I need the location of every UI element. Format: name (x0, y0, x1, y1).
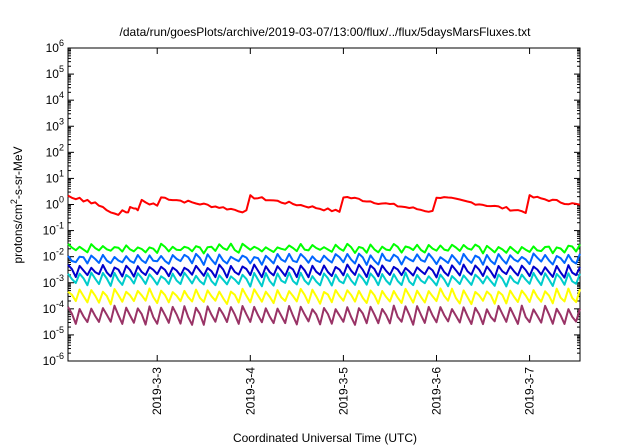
x-axis-label: Coordinated Universal Time (UTC) (233, 431, 417, 445)
series-line-red (67, 194, 581, 216)
y-tick-exp: 3 (59, 116, 64, 126)
y-axis-label-main: protons/cm (11, 204, 25, 263)
y-tick-exp: -6 (56, 351, 64, 361)
y-tick-exp: 2 (59, 142, 64, 152)
y-tick-exp: 6 (59, 38, 64, 48)
x-tick-label: 2019-3-4 (243, 367, 257, 415)
y-tick-label: 106 (46, 38, 64, 55)
y-tick-base: 10 (43, 250, 57, 264)
y-tick-exp: -3 (56, 273, 64, 283)
y-tick-base: 10 (43, 328, 57, 342)
x-tick-label: 2019-3-6 (429, 367, 443, 415)
y-tick-base: 10 (46, 119, 60, 133)
y-tick-base: 10 (46, 41, 60, 55)
x-tick-label: 2019-3-5 (336, 367, 350, 415)
y-axis-label: protons/cm2-s-sr-MeV (9, 146, 25, 263)
series-line (67, 304, 581, 326)
y-tick-base: 10 (46, 145, 60, 159)
y-axis-label-exp: 2 (9, 199, 19, 204)
y-tick-exp: -2 (56, 247, 64, 257)
y-tick-base: 10 (43, 276, 57, 290)
y-tick-label: 10-3 (43, 273, 64, 290)
y-tick-label: 100 (46, 195, 64, 212)
series-group (67, 194, 581, 326)
y-tick-exp: -1 (56, 221, 64, 231)
series-line (67, 242, 581, 255)
y-tick-base: 10 (46, 171, 60, 185)
y-tick-label: 103 (46, 116, 64, 133)
y-axis-label-rest: -s-sr-MeV (11, 146, 25, 199)
y-tick-exp: 0 (59, 195, 64, 205)
y-tick-label: 102 (46, 142, 64, 159)
chart-title: /data/run/goesPlots/archive/2019-03-07/1… (120, 25, 532, 39)
y-tick-label: 10-1 (43, 221, 64, 238)
x-tick-label: 2019-3-7 (523, 367, 537, 415)
y-tick-label: 10-5 (43, 325, 64, 342)
y-tick-label: 10-2 (43, 247, 64, 264)
y-tick-exp: 4 (59, 90, 64, 100)
y-tick-base: 10 (43, 302, 57, 316)
y-tick-exp: 5 (59, 64, 64, 74)
y-tick-label: 10-4 (43, 299, 64, 316)
y-tick-base: 10 (43, 224, 57, 238)
y-tick-label: 104 (46, 90, 64, 107)
y-tick-exp: 1 (59, 168, 64, 178)
y-tick-base: 10 (46, 198, 60, 212)
y-tick-base: 10 (46, 67, 60, 81)
y-tick-exp: -5 (56, 325, 64, 335)
series-line (67, 252, 581, 266)
y-tick-base: 10 (43, 354, 57, 368)
series-line (67, 287, 581, 306)
series-line (67, 263, 581, 279)
y-tick-exp: -4 (56, 299, 64, 309)
y-tick-label: 105 (46, 64, 64, 81)
y-tick-base: 10 (46, 93, 60, 107)
y-tick-label: 10-6 (43, 351, 64, 368)
series-line (67, 271, 581, 288)
x-axis: 2019-3-3 2019-3-4 2019-3-5 2019-3-6 2019-3-7 (150, 48, 537, 415)
x-tick-label: 2019-3-3 (150, 367, 164, 415)
y-tick-label: 101 (46, 168, 64, 185)
